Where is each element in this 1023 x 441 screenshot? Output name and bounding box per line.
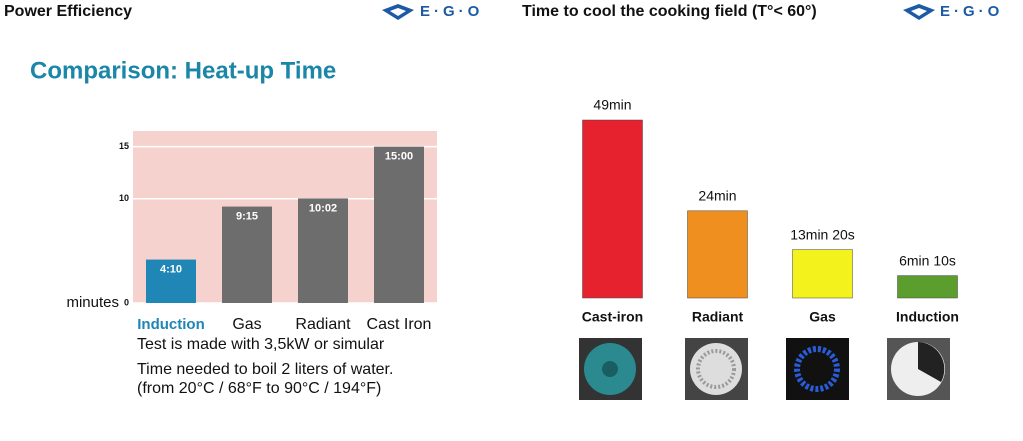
x-tick-label: Induction xyxy=(137,316,205,333)
header-title: Power Efficiency xyxy=(4,3,132,20)
bar xyxy=(897,275,958,299)
y-tick-label: 10 xyxy=(119,193,129,203)
x-tick-label: Radiant xyxy=(295,316,351,333)
logo-text: E·G·O xyxy=(420,3,483,20)
value-label: 4:10 xyxy=(160,263,182,275)
burner-photos xyxy=(579,338,950,400)
x-tick-label: Cast-iron xyxy=(582,309,643,325)
value-label: 15:00 xyxy=(385,151,413,163)
slide-title: Comparison: Heat-up Time xyxy=(30,57,336,84)
value-label: 49min xyxy=(593,97,631,113)
logo-mark xyxy=(903,4,935,20)
header-title: Time to cool the cooking field (T°< 60°) xyxy=(522,3,817,20)
note: Time needed to boil 2 liters of water. xyxy=(137,361,393,378)
x-tick-label: Gas xyxy=(809,309,836,325)
logo-text: E·G·O xyxy=(940,3,1003,20)
logo-mark xyxy=(382,4,414,20)
bar xyxy=(792,249,853,299)
y-tick-label: 15 xyxy=(119,141,129,151)
bar xyxy=(687,210,748,299)
bar xyxy=(146,259,196,303)
x-tick-label: Induction xyxy=(896,309,959,325)
value-label: 13min 20s xyxy=(790,226,855,242)
x-tick-label: Cast Iron xyxy=(367,316,432,333)
value-label: 10:02 xyxy=(309,202,337,214)
y-axis-label: minutes xyxy=(66,294,119,311)
bar xyxy=(298,198,348,303)
bar xyxy=(222,206,272,303)
value-label: 6min 10s xyxy=(899,252,956,268)
y-tick-label: 0 xyxy=(124,297,129,307)
note: (from 20°C / 68°F to 90°C / 194°F) xyxy=(137,380,381,397)
value-label: 9:15 xyxy=(236,210,258,222)
x-tick-label: Gas xyxy=(232,316,261,333)
x-tick-label: Radiant xyxy=(692,309,744,325)
note: Test is made with 3,5kW or simular xyxy=(137,336,385,353)
bar xyxy=(374,146,424,303)
value-label: 24min xyxy=(698,188,736,204)
bar xyxy=(582,119,643,299)
